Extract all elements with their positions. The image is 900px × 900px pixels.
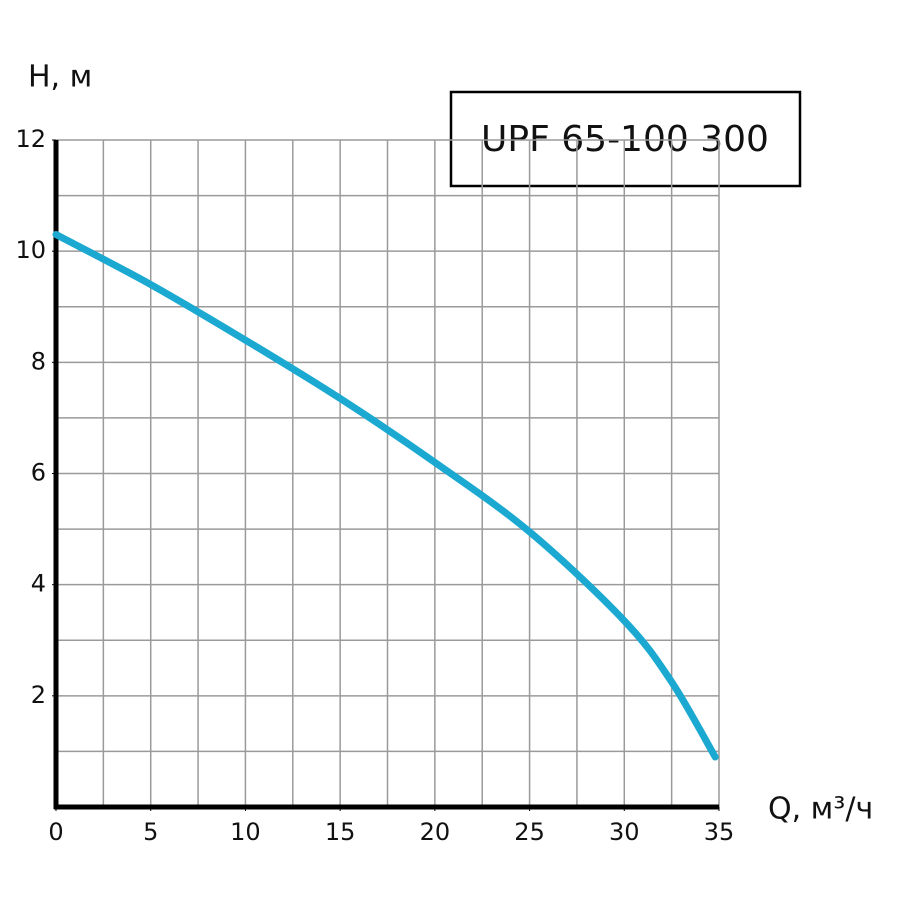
y-tick-label: 2	[31, 681, 46, 709]
y-tick-label: 12	[15, 125, 46, 153]
x-tick-label: 10	[230, 818, 261, 846]
title-box	[449, 90, 802, 188]
y-axis-label: H, м	[28, 60, 92, 95]
x-tick-label: 30	[609, 818, 640, 846]
y-tick-label: 10	[15, 236, 46, 264]
y-tick-label: 8	[31, 347, 46, 375]
y-tick-label: 4	[31, 570, 46, 598]
curve	[52, 230, 719, 761]
x-tick-label: 5	[143, 818, 158, 846]
x-tick-label: 35	[704, 818, 735, 846]
x-tick-label: 25	[514, 818, 545, 846]
x-axis-label: Q, м³/ч	[768, 792, 873, 827]
y-tick-label: 6	[31, 459, 46, 487]
x-tick-label: 15	[325, 818, 356, 846]
x-tick-label: 20	[420, 818, 451, 846]
x-tick-label: 0	[48, 818, 63, 846]
